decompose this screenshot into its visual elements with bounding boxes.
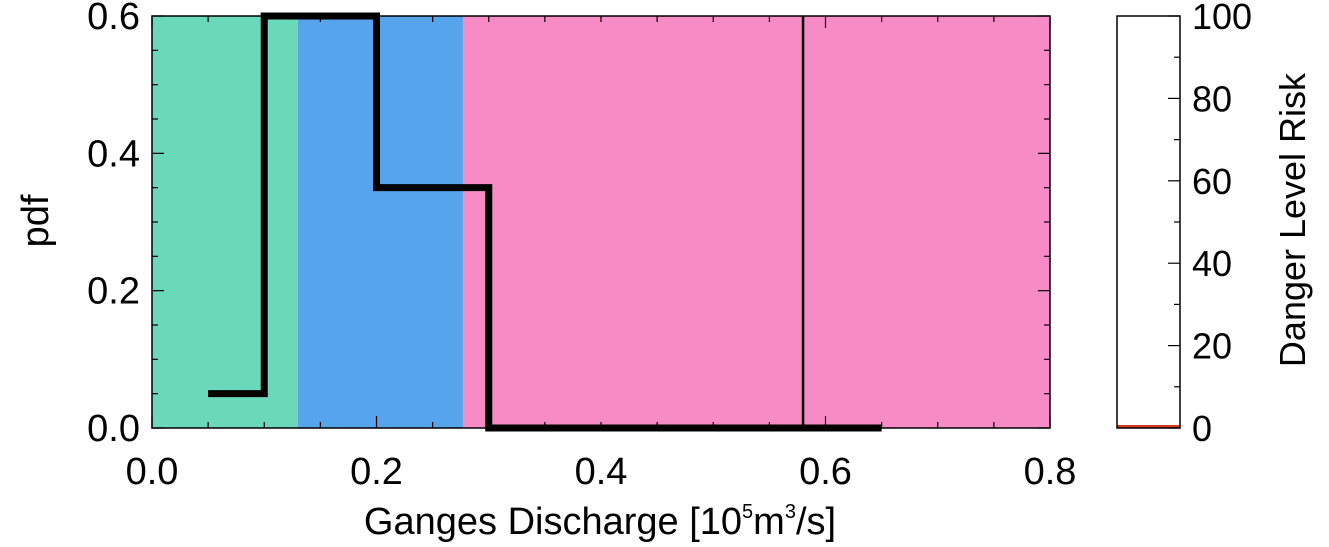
risk-tick-label: 0 [1192, 408, 1212, 449]
x-axis-label-part: /s] [796, 501, 836, 543]
zone-band [297, 16, 463, 428]
x-axis-label-part: m [753, 501, 785, 543]
risk-tick-label: 60 [1192, 161, 1232, 202]
risk-tick-label: 80 [1192, 78, 1232, 119]
pdf-step-line [208, 12, 882, 432]
risk-bar [1117, 425, 1180, 428]
risk-tick-label: 40 [1192, 243, 1232, 284]
zone-band [462, 16, 1050, 428]
danger-risk-plot: 0 20 40 60 80 100 [1116, 0, 1252, 449]
risk-axis-label: Danger Level Risk [1272, 72, 1313, 367]
x-axis-label-sup2: 3 [785, 501, 796, 523]
x-tick-label: 0.4 [575, 451, 628, 493]
risk-tick-label: 20 [1192, 326, 1232, 367]
x-axis-label-part: Ganges Discharge [10 [364, 501, 742, 543]
x-axis-label: Ganges Discharge [105m3/s] [364, 501, 836, 543]
x-tick-label: 0.2 [350, 451, 403, 493]
y-tick-label: 0.6 [87, 0, 140, 38]
x-axis-label-sup1: 5 [742, 501, 753, 523]
x-tick-label: 0.8 [1024, 451, 1077, 493]
risk-frame [1116, 15, 1181, 429]
y-tick-label: 0.0 [87, 408, 140, 450]
y-axis-label: pdf [15, 194, 57, 247]
y-tick-label: 0.4 [87, 133, 140, 175]
y-tick-label: 0.2 [87, 271, 140, 313]
risk-tick-label: 100 [1192, 0, 1252, 37]
x-tick-label: 0.0 [126, 451, 179, 493]
x-tick-label: 0.6 [799, 451, 852, 493]
zone-band [152, 16, 298, 428]
pdf-plot: 0.0 0.2 0.4 0.6 0.8 0.0 0.2 0.4 0.6 [87, 0, 1076, 493]
